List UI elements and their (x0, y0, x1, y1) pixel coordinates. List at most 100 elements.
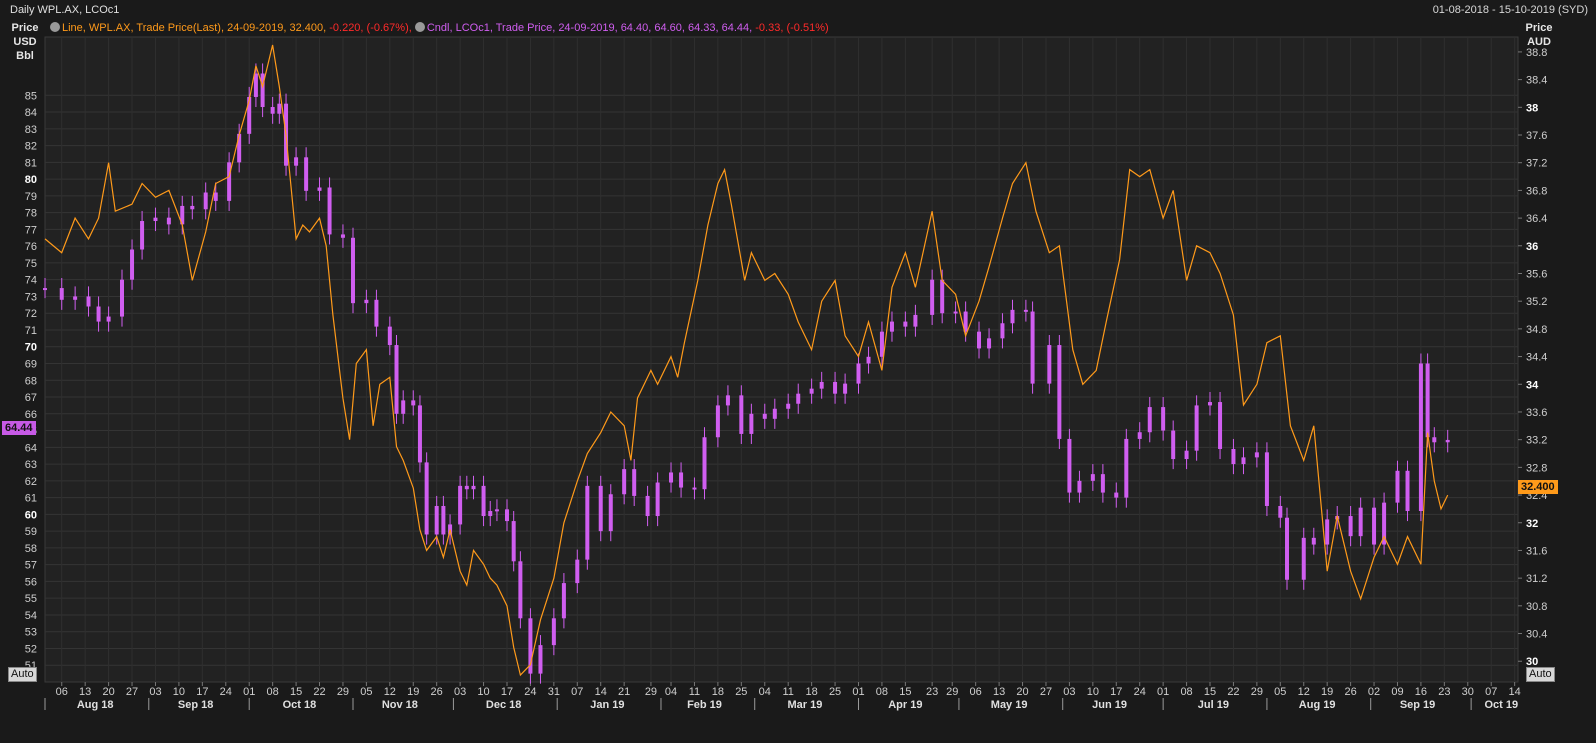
candle-body (1114, 492, 1119, 498)
left-tick-label: 85 (25, 90, 37, 102)
x-tick-label: 04 (759, 686, 771, 698)
x-tick-label: 06 (970, 686, 982, 698)
x-tick-label: 10 (477, 686, 489, 698)
x-tick-label: 18 (806, 686, 818, 698)
candle-body (585, 485, 590, 560)
candle-body (317, 187, 322, 191)
x-tick-label: 15 (290, 686, 302, 698)
candle-body (551, 618, 556, 646)
candle-body (1418, 363, 1423, 512)
left-tick-label: 61 (25, 493, 37, 505)
left-axis-title-line1: Price (11, 22, 39, 34)
series-settings-icon[interactable] (50, 22, 60, 32)
right-tick-label: 38 (1526, 102, 1538, 114)
candle-body (679, 472, 684, 488)
left-tick-label: 55 (25, 593, 37, 605)
candle-body (213, 192, 218, 201)
month-label: Aug 19 (1299, 699, 1336, 711)
x-tick-label: 07 (571, 686, 583, 698)
candle-body (833, 381, 838, 394)
legend-candle-label[interactable]: Cndl, LCOc1, Trade Price, (426, 22, 556, 34)
x-tick-label: 11 (782, 686, 793, 698)
x-tick-label: 24 (1134, 686, 1146, 698)
x-tick-label: 10 (1087, 686, 1099, 698)
candle-body (903, 321, 908, 327)
left-axis-title-line3: Bbl (16, 50, 34, 62)
month-label: Oct 18 (283, 699, 317, 711)
x-tick-label: 27 (126, 686, 138, 698)
candle-body (106, 316, 111, 322)
left-auto-scale-button[interactable]: Auto (8, 667, 37, 682)
date-range: 01-08-2018 - 15-10-2019 (SYD) (1432, 4, 1588, 16)
candle-body (561, 583, 566, 619)
candle-body (387, 326, 392, 346)
x-tick-label: 03 (149, 686, 161, 698)
month-label: Jun 19 (1092, 699, 1127, 711)
right-tick-label: 30 (1526, 656, 1538, 668)
candle-body (1241, 457, 1246, 465)
candle-body (1372, 507, 1377, 545)
series-settings-icon[interactable] (414, 22, 425, 32)
x-tick-label: 24 (220, 686, 232, 698)
x-tick-label: 02 (1368, 686, 1380, 698)
candle-body (401, 400, 406, 414)
candle-body (504, 509, 509, 522)
candle-body (481, 485, 486, 517)
legend-line-pct: (-0.67%), (366, 22, 412, 34)
x-tick-label: 12 (1298, 686, 1310, 698)
candle-body (270, 107, 275, 114)
left-tick-label: 63 (25, 459, 37, 471)
candle-body (1067, 438, 1072, 493)
left-tick-label: 81 (25, 157, 37, 169)
right-tick-label: 32.8 (1526, 462, 1547, 474)
left-tick-label: 59 (25, 526, 37, 538)
candle-body (458, 485, 463, 525)
candle-body (843, 383, 848, 394)
candle-body (538, 645, 543, 674)
candle-body (1301, 537, 1306, 580)
x-tick-label: 17 (196, 686, 208, 698)
candle-body (977, 331, 982, 349)
candle-body (350, 237, 355, 304)
x-tick-label: 29 (645, 686, 657, 698)
candle-body (1161, 407, 1166, 431)
left-tick-label: 84 (25, 107, 37, 119)
right-tick-label: 30.8 (1526, 601, 1547, 613)
left-tick-label: 62 (25, 476, 37, 488)
x-tick-label: 16 (1415, 686, 1427, 698)
x-tick-label: 14 (595, 686, 607, 698)
left-tick-label: 79 (25, 191, 37, 203)
last-value-tag-left: 64.44 (2, 421, 36, 435)
candle-body (1184, 450, 1189, 460)
right-tick-label: 36 (1526, 241, 1538, 253)
legend-line-change: -0.220, (329, 22, 364, 34)
candle-body (411, 400, 416, 406)
candle-body (424, 462, 429, 535)
left-tick-label: 58 (25, 543, 37, 555)
candle-body (434, 505, 439, 535)
right-tick-label: 36.4 (1526, 213, 1547, 225)
candle-body (1171, 430, 1176, 460)
candle-body (1432, 437, 1437, 443)
candle-body (930, 279, 935, 315)
x-tick-label: 08 (876, 686, 888, 698)
wpl-price-line (44, 44, 1449, 677)
candle-body (1090, 474, 1095, 481)
right-auto-scale-button[interactable]: Auto (1526, 667, 1555, 682)
left-tick-label: 82 (25, 141, 37, 153)
candle-body (1023, 309, 1028, 312)
candle-body (471, 485, 476, 490)
candle-body (294, 157, 299, 166)
left-tick-label: 77 (25, 224, 37, 236)
left-tick-label: 70 (25, 342, 37, 354)
candle-body (119, 279, 124, 317)
candle-body (1208, 402, 1213, 406)
left-tick-label: 78 (25, 208, 37, 220)
right-tick-label: 30.4 (1526, 629, 1547, 641)
right-tick-label: 31.6 (1526, 545, 1547, 557)
candle-body (511, 521, 516, 562)
candle-body (43, 288, 47, 291)
legend-line-label[interactable]: Line, WPL.AX, Trade Price(Last), (62, 22, 225, 34)
